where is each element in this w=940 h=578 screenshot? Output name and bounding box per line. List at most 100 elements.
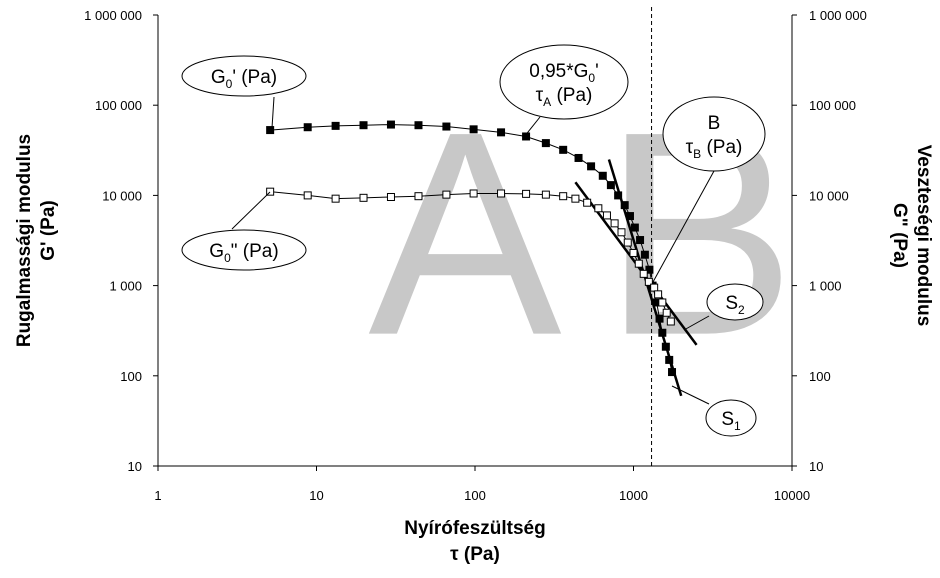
callout-text-s1: S1	[721, 409, 741, 433]
callout-text-subscript: 0	[224, 251, 231, 265]
x-tick-label: 10	[309, 488, 323, 503]
data-point-g-doubleprime	[629, 248, 638, 257]
data-point-g-prime	[497, 128, 506, 137]
callout-text-rest: (Pa)	[551, 85, 592, 106]
data-point-g-doubleprime	[583, 198, 592, 207]
data-point-g-doubleprime	[654, 290, 663, 299]
data-point-g-prime	[587, 162, 596, 171]
data-point-g-doubleprime	[571, 194, 580, 203]
data-point-g-doubleprime	[594, 204, 603, 213]
right-y-tick-label: 10	[809, 459, 823, 474]
callout-text-g0-prime: G0' (Pa)	[211, 67, 277, 91]
data-point-g-doubleprime	[331, 194, 340, 203]
data-point-g-prime	[469, 125, 478, 134]
callout-text-rest: " (Pa)	[231, 241, 279, 262]
data-point-g-doubleprime	[634, 259, 643, 268]
data-point-g-doubleprime	[497, 189, 506, 198]
callout-text-tau-a: 0,95*G0'	[529, 61, 598, 85]
data-point-g-prime	[414, 121, 423, 130]
right-y-tick-label: 100 000	[809, 98, 856, 113]
data-point-g-prime	[386, 120, 395, 129]
callout-leader-line	[523, 116, 541, 138]
left-y-tick-label: 10 000	[102, 188, 142, 203]
data-point-g-prime	[266, 126, 275, 135]
data-point-g-doubleprime	[650, 283, 659, 292]
callout-leader-line	[271, 96, 275, 129]
callout-text-main: 0,95*G	[529, 61, 588, 82]
data-point-g-prime	[636, 236, 645, 245]
data-point-g-prime	[442, 122, 451, 131]
callout-leader-line	[652, 170, 715, 283]
data-point-g-prime	[541, 139, 550, 148]
data-point-g-prime	[303, 123, 312, 132]
data-point-g-doubleprime	[658, 298, 667, 307]
right-y-tick-label: 10 000	[809, 188, 849, 203]
callout-text-rest: '	[595, 61, 599, 82]
data-point-g-prime	[640, 250, 649, 259]
left-y-axis-title: Rugalmassági modulus	[14, 134, 35, 347]
data-point-g-prime	[620, 201, 629, 210]
callout-text-main: τ	[536, 85, 544, 106]
data-point-g-doubleprime	[623, 238, 632, 247]
data-point-g-prime	[665, 355, 674, 364]
data-point-g-doubleprime	[639, 269, 648, 278]
data-point-g-prime	[574, 153, 583, 162]
data-point-g-prime	[522, 132, 531, 141]
callout-text-tau-b: τB (Pa)	[686, 137, 743, 161]
callout-text-main: S	[721, 409, 734, 430]
callout-bubble-g0-prime	[181, 55, 307, 97]
data-point-g-doubleprime	[610, 219, 619, 228]
callout-bubble-s2	[706, 283, 764, 321]
data-point-g-doubleprime	[559, 192, 568, 201]
data-point-g-doubleprime	[644, 277, 653, 286]
x-tick-label: 10000	[774, 488, 810, 503]
x-tick-label: 100	[464, 488, 486, 503]
data-point-g-doubleprime	[666, 317, 675, 326]
left-y-tick-label: 10	[128, 459, 142, 474]
callout-leader-line	[231, 191, 271, 230]
data-point-g-doubleprime	[541, 190, 550, 199]
callout-text-subscript: 0	[588, 71, 595, 85]
data-point-g-prime	[655, 314, 664, 323]
data-point-g-doubleprime	[442, 190, 451, 199]
callout-text-subscript: 2	[738, 303, 745, 317]
right-y-axis-symbol: G" (Pa)	[889, 203, 910, 268]
data-point-g-doubleprime	[662, 308, 671, 317]
x-tick-label: 1	[154, 488, 161, 503]
data-point-g-prime	[630, 223, 639, 232]
callout-text-g0-doubleprime: G0" (Pa)	[209, 241, 278, 265]
x-tick-label: 1000	[619, 488, 648, 503]
data-point-g-prime	[359, 121, 368, 130]
data-point-g-doubleprime	[617, 228, 626, 237]
data-point-g-prime	[331, 121, 340, 130]
callout-text-tau-a: τA (Pa)	[536, 85, 593, 109]
data-point-g-prime	[668, 368, 677, 377]
callout-text-tau-b: B	[708, 113, 721, 134]
data-point-g-doubleprime	[386, 192, 395, 201]
data-point-g-prime	[645, 265, 654, 274]
right-y-axis-title: Veszteségi modulus	[913, 145, 934, 327]
callout-text-s2: S2	[725, 293, 745, 317]
callout-text-main: G	[211, 67, 226, 88]
callout-text-main: τ	[686, 137, 694, 158]
data-point-g-doubleprime	[469, 189, 478, 198]
right-y-tick-label: 100	[809, 369, 831, 384]
region-label-a: A	[368, 72, 563, 396]
callout-text-rest: (Pa)	[701, 137, 742, 158]
callout-bubble-g0-doubleprime	[181, 229, 307, 271]
data-point-g-prime	[625, 212, 634, 221]
left-y-axis-symbol: G' (Pa)	[38, 200, 59, 260]
data-point-g-prime	[559, 145, 568, 154]
left-y-tick-label: 100	[120, 369, 142, 384]
data-point-g-prime	[661, 342, 670, 351]
data-point-g-doubleprime	[266, 187, 275, 196]
data-point-g-prime	[598, 171, 607, 180]
x-axis-title: Nyírófeszültség	[404, 518, 545, 539]
callout-bubble-tau-b	[662, 96, 766, 172]
data-point-g-doubleprime	[522, 189, 531, 198]
data-point-g-doubleprime	[359, 193, 368, 202]
callout-text-subscript: 0	[226, 77, 233, 91]
left-y-tick-label: 1 000 000	[84, 8, 142, 23]
callout-text-main: B	[708, 113, 721, 134]
